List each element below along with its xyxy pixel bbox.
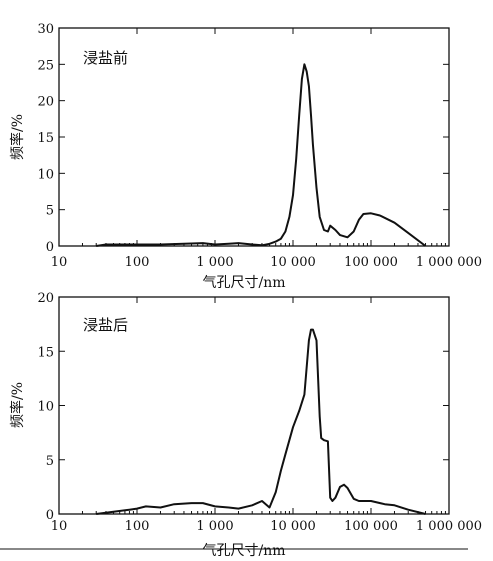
y-tick-label: 0	[46, 508, 54, 523]
y-tick-label: 0	[46, 240, 54, 255]
y-tick-label: 30	[37, 22, 54, 37]
y-tick-label: 5	[46, 454, 54, 469]
x-tick-label: 10 000	[270, 519, 316, 534]
x-tick-label: 1 000	[196, 519, 233, 534]
x-tick-label: 10 000	[270, 255, 316, 270]
x-tick-label: 10	[51, 255, 68, 270]
x-tick-label: 100	[125, 519, 150, 534]
y-tick-label: 15	[37, 345, 54, 360]
x-tick-label: 1 000	[196, 255, 233, 270]
y-tick-label: 10	[37, 400, 54, 415]
x-tick-label: 1 000 000	[416, 255, 482, 270]
series-line	[96, 328, 426, 515]
x-tick-label: 10	[51, 519, 68, 534]
x-tick-label: 1 000 000	[416, 519, 482, 534]
y-tick-label: 20	[37, 95, 54, 110]
chart-panel-after-salt: 10 100 1 000 10 000 100 000 1 000 000 0 5 10 15 20…	[9, 291, 482, 559]
x-tick-label: 100 000	[344, 255, 398, 270]
x-tick-label: 100	[125, 255, 150, 270]
y-axis-title: 频率/%	[9, 114, 26, 160]
y-tick-label: 5	[46, 204, 54, 219]
x-axis-title: 气孔尺寸/nm	[202, 543, 285, 559]
y-axis-title: 频率/%	[9, 382, 26, 428]
x-axis-title: 气孔尺寸/nm	[202, 275, 285, 291]
y-tick-label: 15	[37, 131, 54, 146]
series-line	[96, 63, 427, 247]
chart-panel-before-salt: 10 100 1 000 10 000 100 000 1 000 000 0 5 10 15 20…	[9, 22, 482, 291]
y-tick-label: 10	[37, 167, 54, 182]
panel-label: 浸盐后	[83, 316, 128, 334]
y-tick-label: 20	[37, 291, 54, 306]
x-tick-label: 100 000	[344, 519, 398, 534]
y-tick-label: 25	[37, 58, 54, 73]
panel-label: 浸盐前	[83, 49, 128, 67]
